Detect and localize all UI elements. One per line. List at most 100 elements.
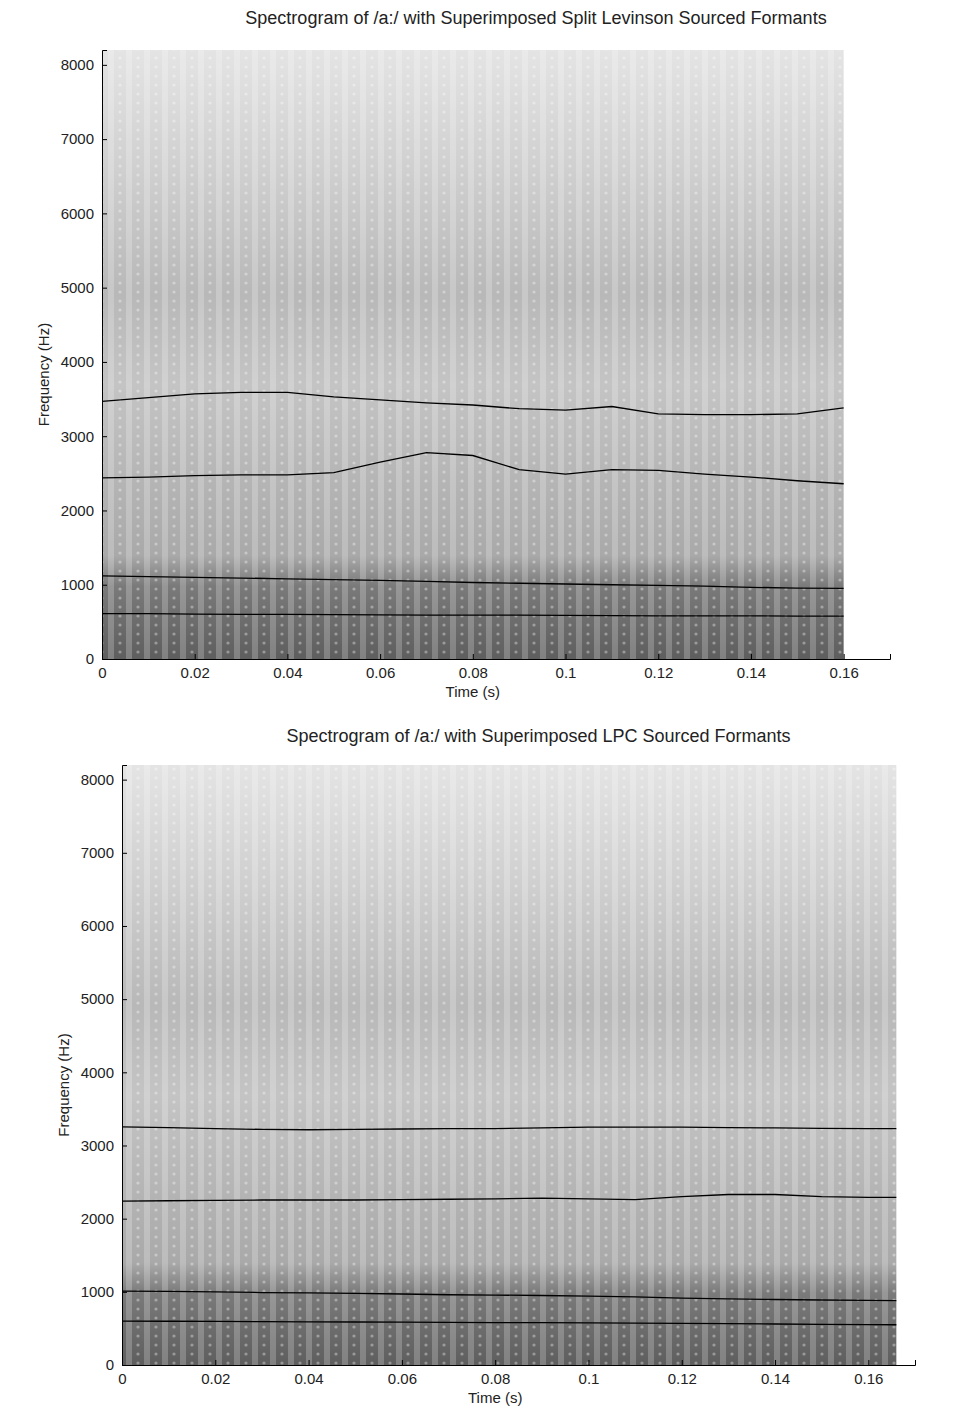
y-tick-mark <box>102 139 107 140</box>
y-tick: 4000 <box>61 353 107 370</box>
y-axis-line <box>103 51 108 660</box>
x-tick-mark <box>402 1360 403 1365</box>
x-tick-mark <box>215 1360 216 1365</box>
x-tick: 0.08 <box>459 654 488 681</box>
x-tick-mark <box>195 654 196 659</box>
y-tick-mark <box>122 780 127 781</box>
x-tick: 0.12 <box>644 654 673 681</box>
panel: 0 0.02 0.04 0.06 0.08 0.1 0.12 0.14 0.16 0 1000 200… <box>35 8 891 700</box>
y-tick: 6000 <box>61 205 107 222</box>
x-tick-mark <box>309 1360 310 1365</box>
x-tick: 0.12 <box>668 1360 697 1387</box>
x-tick-label: 0.16 <box>830 664 859 681</box>
x-tick-mark <box>658 654 659 659</box>
y-tick-mark <box>102 213 107 214</box>
x-tick: 0.06 <box>388 1360 417 1387</box>
x-tick-label: 0.08 <box>459 664 488 681</box>
x-tick-mark <box>495 1360 496 1365</box>
spectrogram-background <box>102 50 844 659</box>
y-tick-label: 5000 <box>81 990 114 1007</box>
formant-line <box>122 1127 896 1130</box>
x-tick: 0.04 <box>273 654 302 681</box>
x-axis: 0 0.02 0.04 0.06 0.08 0.1 0.12 0.14 0.16 <box>98 654 890 681</box>
y-tick-mark <box>102 362 107 363</box>
y-tick-mark <box>122 853 127 854</box>
x-axis-title: Time (s) <box>446 683 500 700</box>
x-tick: 0.1 <box>556 654 577 681</box>
x-tick-label: 0.06 <box>388 1370 417 1387</box>
y-tick: 5000 <box>81 990 127 1007</box>
x-tick: 0.16 <box>830 654 859 681</box>
y-axis-line <box>123 766 128 1366</box>
x-tick-mark <box>868 1360 869 1365</box>
panel: 00.020.040.060.080.10.120.140.1601000200… <box>55 726 916 1406</box>
x-tick-mark <box>844 654 845 659</box>
x-tick: 0.02 <box>201 1360 230 1387</box>
y-tick-mark <box>122 1292 127 1293</box>
y-tick-label: 1000 <box>81 1283 114 1300</box>
y-tick-label: 4000 <box>61 353 94 370</box>
y-tick-mark <box>122 926 127 927</box>
x-tick: 0.04 <box>294 1360 323 1387</box>
y-tick-label: 7000 <box>61 130 94 147</box>
y-tick-mark <box>122 1072 127 1073</box>
y-tick: 8000 <box>81 771 127 788</box>
spectrogram-background <box>122 765 896 1365</box>
y-tick-label: 0 <box>106 1356 114 1373</box>
x-tick-mark <box>566 654 567 659</box>
x-tick: 0.1 <box>579 1360 600 1387</box>
y-tick-mark <box>122 1365 127 1366</box>
y-tick-label: 2000 <box>61 502 94 519</box>
y-tick: 4000 <box>81 1064 127 1081</box>
y-tick-label: 1000 <box>61 576 94 593</box>
y-tick: 0 <box>106 1356 127 1373</box>
x-tick: 0.08 <box>481 1360 510 1387</box>
y-tick: 1000 <box>61 576 107 593</box>
x-tick-label: 0.04 <box>294 1370 323 1387</box>
x-tick-label: 0.14 <box>761 1370 790 1387</box>
y-tick-label: 7000 <box>81 844 114 861</box>
x-tick-label: 0.04 <box>273 664 302 681</box>
y-axis: 010002000300040005000600070008000 <box>61 51 107 668</box>
x-tick-label: 0.06 <box>366 664 395 681</box>
plot-area <box>122 1127 896 1325</box>
y-tick: 8000 <box>61 56 107 73</box>
y-tick-label: 8000 <box>81 771 114 788</box>
x-tick-label: 0.14 <box>737 664 766 681</box>
y-tick-mark <box>102 510 107 511</box>
formant-line <box>102 392 844 414</box>
formant-line <box>122 1195 896 1202</box>
y-tick-mark <box>102 659 107 660</box>
spectrogram-texture <box>102 50 844 659</box>
y-axis-title: Frequency (Hz) <box>55 1033 72 1136</box>
y-tick-label: 0 <box>86 650 94 667</box>
y-tick: 7000 <box>81 844 127 861</box>
y-tick: 2000 <box>81 1210 127 1227</box>
y-tick: 3000 <box>81 1137 127 1154</box>
y-tick: 7000 <box>61 130 107 147</box>
y-tick: 6000 <box>81 917 127 934</box>
y-tick: 3000 <box>61 427 107 444</box>
x-axis: 00.020.040.060.080.10.120.140.16 <box>118 1360 915 1387</box>
y-tick-mark <box>102 436 107 437</box>
y-tick-label: 3000 <box>81 1137 114 1154</box>
chart-title: Spectrogram of /a:/ with Superimposed Sp… <box>245 8 826 28</box>
x-tick-mark <box>287 654 288 659</box>
plot-area <box>102 392 844 616</box>
x-tick-label: 0.02 <box>201 1370 230 1387</box>
x-tick-label: 0.16 <box>854 1370 883 1387</box>
x-tick-mark <box>682 1360 683 1365</box>
x-tick-label: 0.12 <box>644 664 673 681</box>
page: 0 0.02 0.04 0.06 0.08 0.1 0.12 0.14 0.16 0 1000 200… <box>0 0 954 1420</box>
y-tick: 2000 <box>61 502 107 519</box>
x-tick: 0.06 <box>366 654 395 681</box>
x-tick-label: 0.02 <box>181 664 210 681</box>
y-tick-mark <box>122 1219 127 1220</box>
formant-line <box>102 614 844 616</box>
y-tick-label: 6000 <box>61 205 94 222</box>
formant-line <box>102 576 844 589</box>
x-tick-label: 0.1 <box>579 1370 600 1387</box>
x-tick-label: 0 <box>98 664 106 681</box>
y-tick-mark <box>122 999 127 1000</box>
x-tick: 0.02 <box>181 654 210 681</box>
